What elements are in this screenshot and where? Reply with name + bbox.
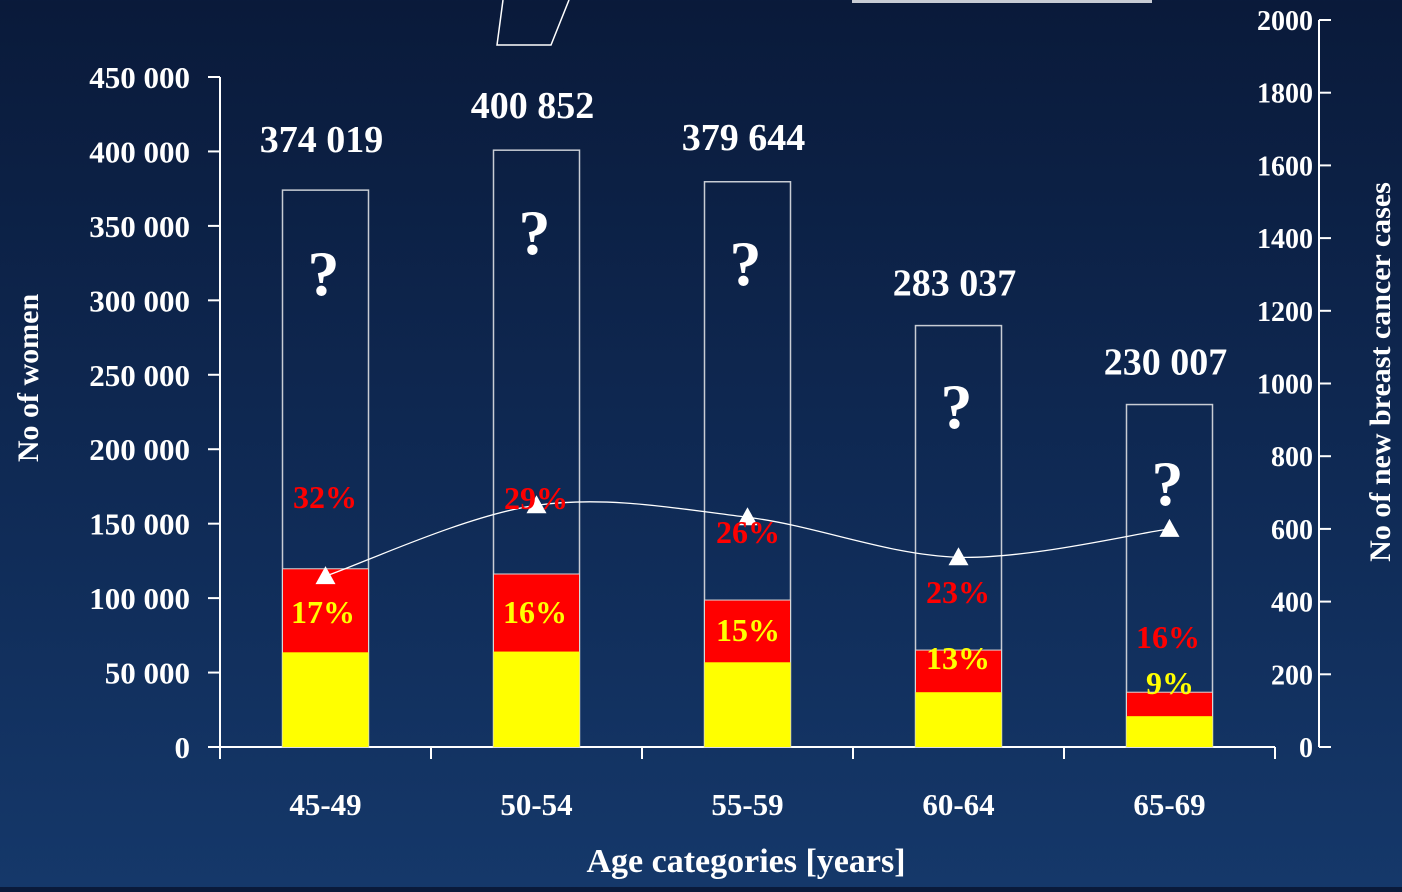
yellow-segment-bar xyxy=(915,692,1002,747)
triangle-point-marker xyxy=(315,566,336,585)
question-mark-label: ? xyxy=(519,197,551,268)
y2-tick-label: 200 xyxy=(1271,660,1313,691)
question-mark-label: ? xyxy=(308,238,340,309)
y2-tick-label: 1800 xyxy=(1257,79,1313,110)
y-axis-title: No of women xyxy=(12,294,45,463)
y-tick-label: 50 000 xyxy=(105,656,190,691)
y2-tick-label: 1000 xyxy=(1257,370,1313,401)
yellow-segment-bar xyxy=(704,662,791,747)
y-tick-label: 250 000 xyxy=(89,358,190,393)
total-value-label: 400 852 xyxy=(471,85,595,127)
top-decoration xyxy=(496,0,1152,46)
x-tick-label: 60-64 xyxy=(922,787,994,822)
red-percent-label: 29% xyxy=(504,480,568,516)
y-tick-label: 450 000 xyxy=(89,60,190,95)
y2-tick-label: 600 xyxy=(1271,515,1313,546)
data-labels: 374 019? 400 852? 379 644? 283 037? 230 007?… xyxy=(260,85,1228,701)
yellow-percent-label: 9% xyxy=(1146,665,1194,701)
red-percent-label: 26% xyxy=(716,514,780,550)
triangle-point-marker xyxy=(526,495,547,514)
x-tick-label: 45-49 xyxy=(289,787,361,822)
total-value-label: 230 007 xyxy=(1104,342,1228,384)
yellow-segment-bar xyxy=(1126,716,1213,747)
x-axis-title: Age categories [years] xyxy=(586,843,905,880)
y2-tick-label: 400 xyxy=(1271,588,1313,619)
right-y-axis-title: No of new breast cancer cases xyxy=(1364,182,1397,562)
yellow-segment-bar xyxy=(493,651,580,747)
axes: 0 50 000 100 000 150 000 200 000 250 000 300 0… xyxy=(89,6,1331,822)
triangle-point-marker xyxy=(948,547,969,566)
red-percent-label: 32% xyxy=(293,479,357,515)
y2-tick-label: 1200 xyxy=(1257,297,1313,328)
arrow-shape-fragment xyxy=(496,0,570,46)
yellow-percent-label: 15% xyxy=(716,612,780,648)
total-value-label: 379 644 xyxy=(682,117,806,159)
triangle-point-marker xyxy=(1159,518,1180,537)
y2-tick-label: 1600 xyxy=(1257,151,1313,182)
y2-tick-label: 1400 xyxy=(1257,224,1313,255)
total-value-label: 283 037 xyxy=(893,263,1017,305)
y-tick-label: 150 000 xyxy=(89,507,190,542)
total-value-label: 374 019 xyxy=(260,119,384,161)
y-tick-label: 400 000 xyxy=(89,134,190,169)
y-tick-label: 300 000 xyxy=(89,283,190,318)
question-mark-label: ? xyxy=(1152,448,1184,519)
y-tick-label: 100 000 xyxy=(89,581,190,616)
x-tick-label: 55-59 xyxy=(711,787,783,822)
red-percent-label: 16% xyxy=(1136,619,1200,655)
y2-tick-label: 800 xyxy=(1271,442,1313,473)
yellow-percent-label: 13% xyxy=(926,640,990,676)
y2-tick-label: 2000 xyxy=(1257,6,1313,37)
y2-tick-label: 0 xyxy=(1299,733,1313,764)
y-tick-label: 0 xyxy=(175,730,191,765)
question-mark-label: ? xyxy=(941,371,973,442)
y-tick-label: 200 000 xyxy=(89,432,190,467)
y-tick-label: 350 000 xyxy=(89,209,190,244)
x-tick-label: 50-54 xyxy=(500,787,572,822)
yellow-segment-bar xyxy=(282,652,369,747)
red-percent-label: 23% xyxy=(926,574,990,610)
yellow-percent-label: 16% xyxy=(503,594,567,630)
question-mark-label: ? xyxy=(730,228,762,299)
x-tick-label: 65-69 xyxy=(1133,787,1205,822)
line-series xyxy=(315,495,1180,585)
triangle-point-marker xyxy=(737,507,758,526)
bars xyxy=(281,149,1214,748)
top-bar-fragment xyxy=(852,0,1152,3)
yellow-percent-label: 17% xyxy=(291,594,355,630)
